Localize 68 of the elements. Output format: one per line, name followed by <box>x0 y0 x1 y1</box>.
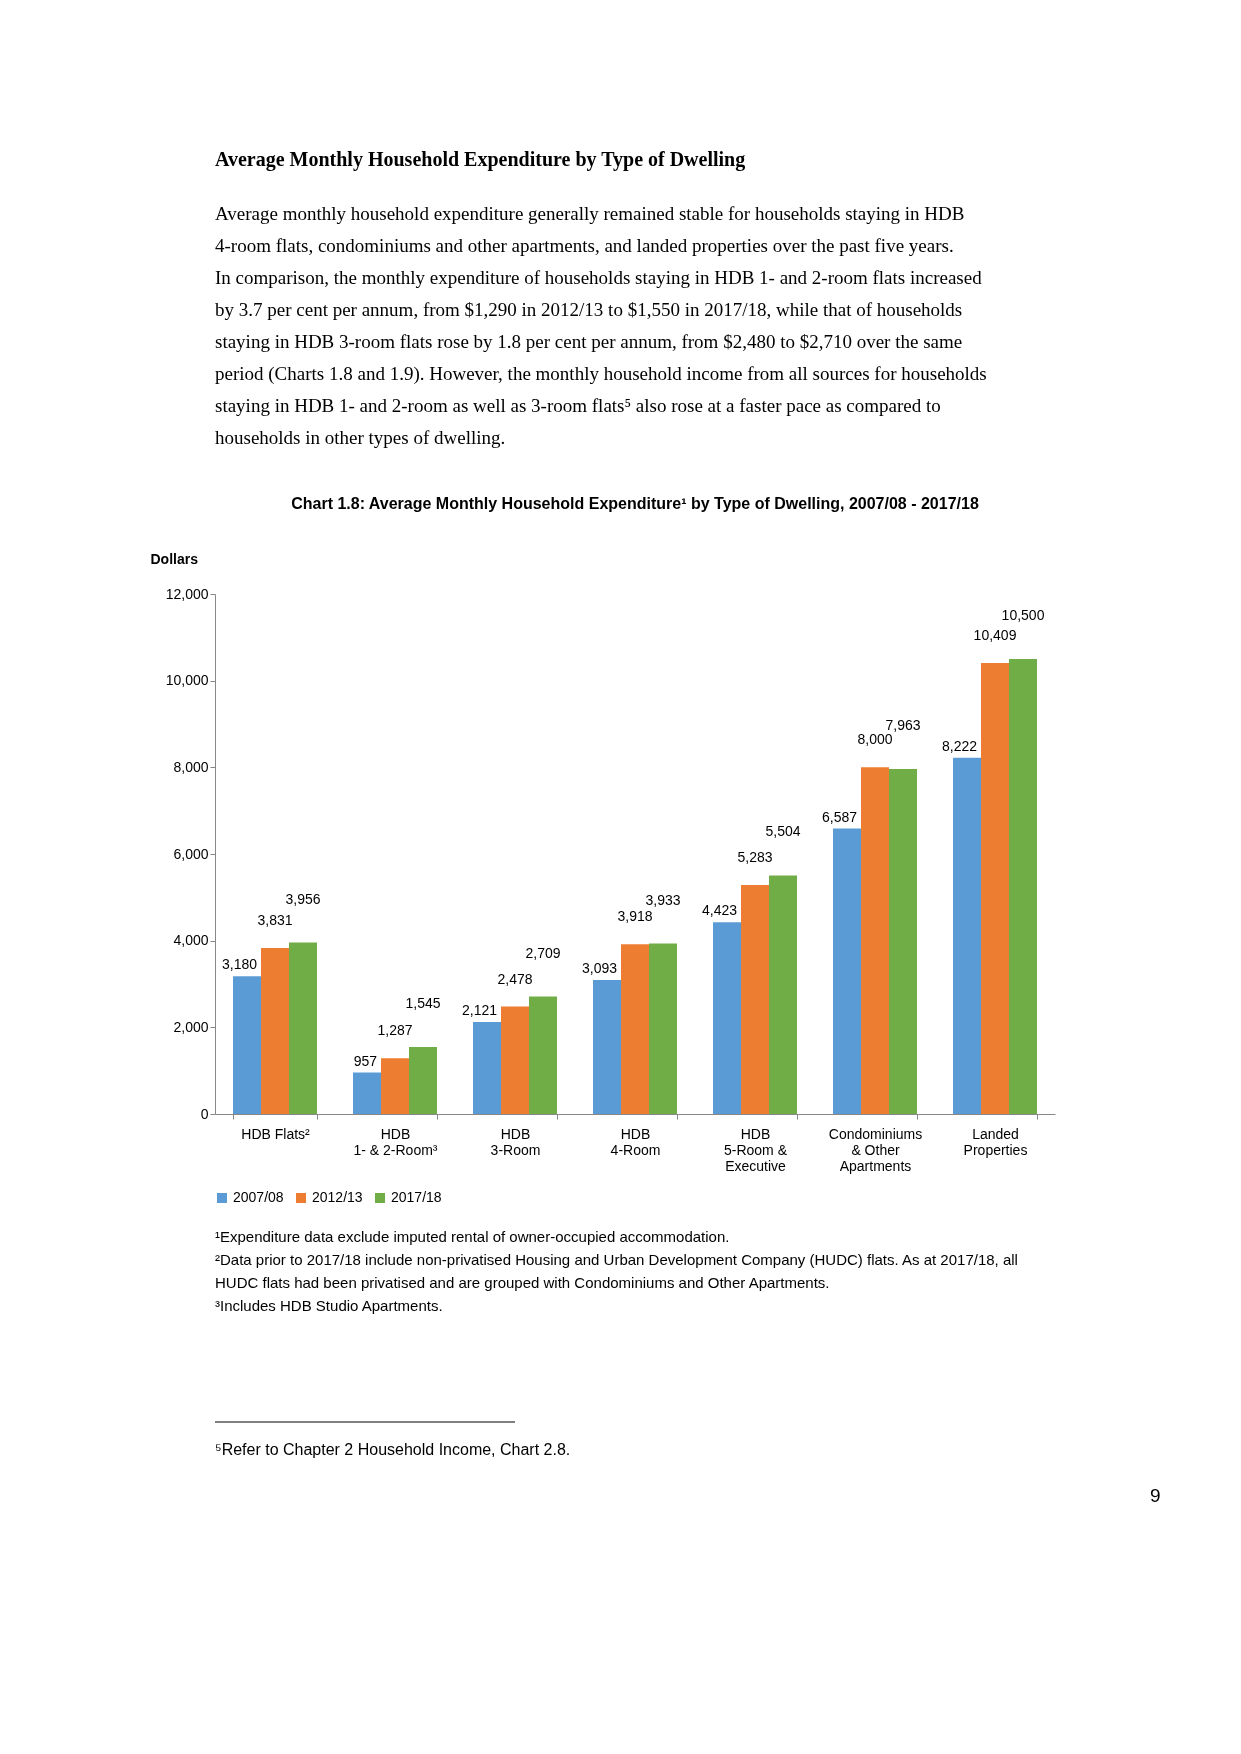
bar <box>409 1047 437 1114</box>
data-label: 3,180 <box>221 956 258 973</box>
data-label: 8,222 <box>941 737 978 754</box>
y-tick-label: 6,000 <box>173 845 209 862</box>
text: Average Monthly Household Expenditure by Type of Dwelling <box>215 148 746 171</box>
data-label: 1,287 <box>377 1022 413 1039</box>
bar <box>889 768 917 1114</box>
text: Average monthly household expenditure generally remained stable for households staying in HDB 4-room flats, condominiums and other apartments, and landed properties over the past five years. In comparison, the monthly expenditure of households staying in HDB 1- and 2-room flats increased by 3.7 per cent per annum, from $1,290 in 2012/13 to $1,550 in 2017/18, while that of households staying in HDB 3-room flats rose by 1.8 per cent per annum, from $2,480 to $2,710 over the same period (Charts 1.8 and 1.9). However, the monthly household income from all sources for households staying in HDB 1- and 2-room as well as 3-room flats⁵ also rose at a faster pace as compared to households in other types of dwelling. <box>215 203 987 448</box>
y-axis-title: Dollars <box>150 550 199 567</box>
data-label: 5,504 <box>765 823 801 840</box>
y-tick-label: 10,000 <box>165 672 209 689</box>
bar <box>981 662 1009 1114</box>
x-tick-label: HDB 5-Room & Executive <box>723 1125 788 1174</box>
x-tick-label: HDB 3-Room <box>490 1125 541 1158</box>
data-label: 3,933 <box>645 891 681 908</box>
y-tick-label: 0 <box>200 1105 209 1122</box>
bar <box>353 1072 381 1114</box>
bar <box>473 1022 501 1114</box>
bar <box>769 875 797 1114</box>
data-label: 4,423 <box>701 902 738 919</box>
bar <box>289 942 317 1114</box>
y-tick-label: 2,000 <box>173 1018 209 1035</box>
data-label: 10,409 <box>973 626 1017 643</box>
x-tick-label: Condominiums & Other Apartments <box>828 1125 923 1174</box>
bar <box>741 885 769 1114</box>
bar <box>861 767 889 1114</box>
data-label: 3,918 <box>617 908 653 925</box>
text: ⁵Refer to Chapter 2 Household Income, Chart 2.8. <box>215 1441 571 1458</box>
bar <box>953 757 981 1114</box>
data-label: 3,956 <box>285 890 321 907</box>
data-label: 3,093 <box>581 959 618 976</box>
bar <box>233 976 261 1114</box>
bar <box>649 943 677 1114</box>
y-tick-label: 12,000 <box>165 585 209 602</box>
data-label: 2,478 <box>497 970 533 987</box>
x-tick-label: Landed Properties <box>963 1125 1028 1158</box>
text: 9 <box>1150 1485 1161 1506</box>
text: ²Data prior to 2017/18 include non-privatised Housing and Urban Development Company (HUDC) flats. As at 2017/18, all HUDC flats had been privatised and are grouped with Condominiums and Other Apartments. <box>215 1251 1018 1291</box>
data-label: 6,587 <box>821 808 858 825</box>
y-tick-label: 4,000 <box>173 932 209 949</box>
data-label: 2,709 <box>525 944 561 961</box>
data-label: 10,500 <box>1001 607 1045 623</box>
data-label: 7,963 <box>885 716 921 733</box>
data-label: 3,831 <box>257 911 293 928</box>
x-tick-label: HDB 1- & 2-Room³ <box>353 1125 438 1158</box>
x-tick-label: HDB 4-Room <box>610 1125 661 1158</box>
bar <box>621 944 649 1114</box>
legend-label: 2017/18 <box>391 1189 442 1205</box>
data-label: 1,545 <box>405 995 441 1012</box>
bar <box>261 947 289 1114</box>
bar <box>381 1058 409 1114</box>
text: ³Includes HDB Studio Apartments. <box>215 1297 443 1314</box>
text: ¹Expenditure data exclude imputed rental of owner-occupied accommodation. <box>215 1228 730 1245</box>
legend-label: 2007/08 <box>233 1189 284 1205</box>
x-tick-label: HDB Flats² <box>241 1125 311 1142</box>
bar <box>833 828 861 1114</box>
bar <box>529 996 557 1114</box>
data-label: 957 <box>353 1052 378 1069</box>
bar <box>1009 659 1037 1114</box>
chart-title: Chart 1.8: Average Monthly Household Expenditure¹ by Type of Dwelling, 2007/08 - 2017/18 <box>291 495 979 512</box>
data-label: 2,121 <box>461 1002 498 1019</box>
data-label: 5,283 <box>737 849 773 866</box>
bar <box>501 1006 529 1114</box>
bar <box>713 922 741 1114</box>
data-label: 8,000 <box>857 731 893 748</box>
y-tick-label: 8,000 <box>173 758 209 775</box>
bar <box>593 979 621 1114</box>
legend-label: 2012/13 <box>312 1189 363 1205</box>
